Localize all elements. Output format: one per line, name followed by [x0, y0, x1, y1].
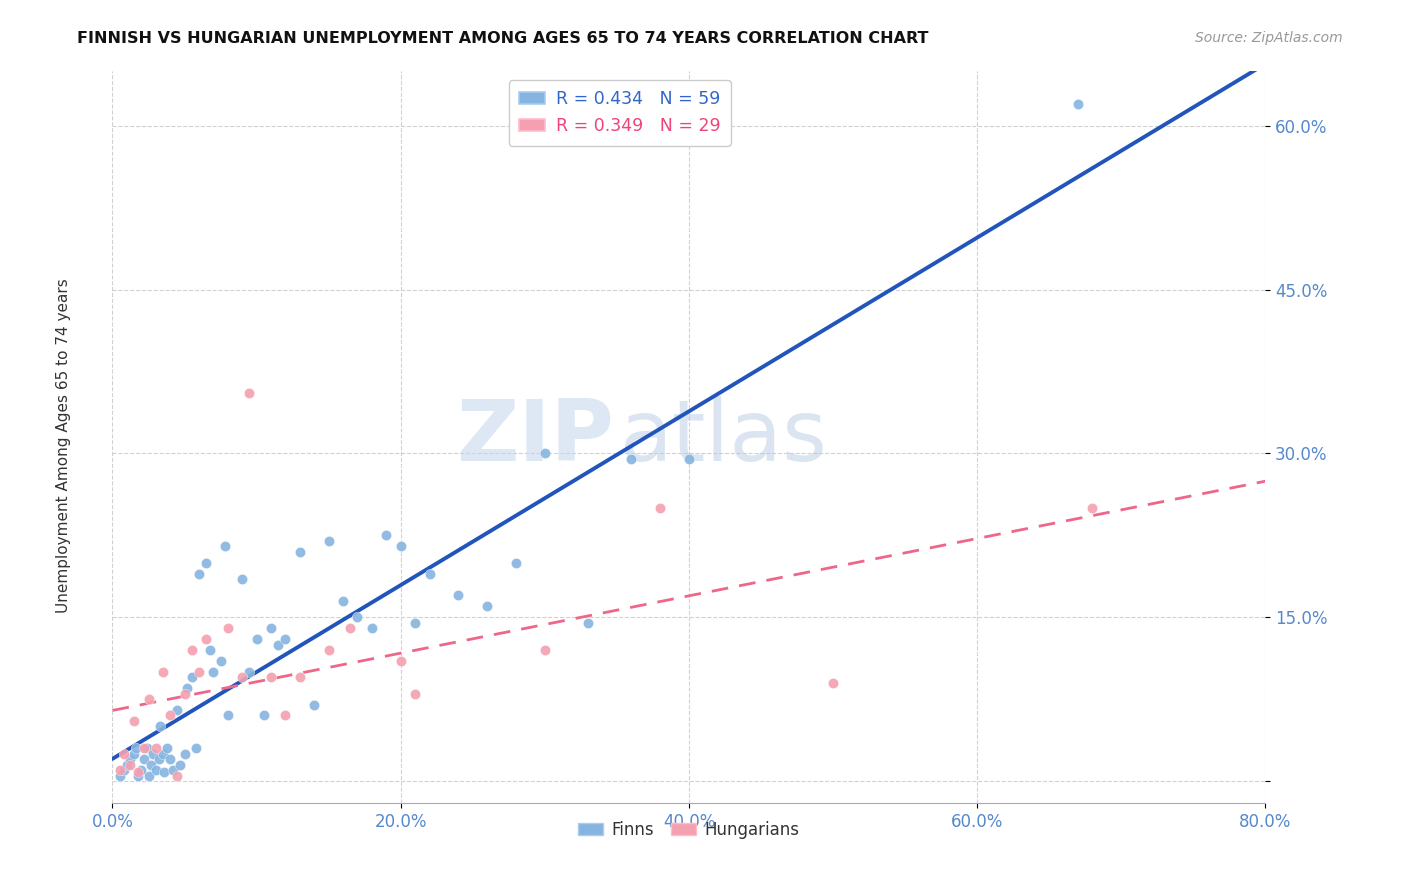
- Point: [576, 615, 599, 630]
- Point: [115, 757, 138, 772]
- Point: [159, 752, 181, 766]
- Point: [188, 665, 211, 679]
- Point: [173, 747, 195, 761]
- Point: [821, 675, 844, 690]
- Point: [346, 610, 368, 624]
- Text: ZIP: ZIP: [457, 395, 614, 479]
- Point: [231, 572, 253, 586]
- Point: [238, 665, 260, 679]
- Point: [136, 741, 159, 756]
- Point: [112, 747, 135, 761]
- Point: [209, 654, 232, 668]
- Point: [332, 594, 354, 608]
- Point: [153, 765, 176, 780]
- Point: [122, 747, 145, 761]
- Point: [127, 768, 149, 782]
- Point: [108, 768, 131, 782]
- Point: [138, 692, 160, 706]
- Point: [176, 681, 198, 695]
- Text: Source: ZipAtlas.com: Source: ZipAtlas.com: [1195, 31, 1343, 45]
- Point: [202, 665, 225, 679]
- Point: [118, 757, 141, 772]
- Point: [180, 670, 202, 684]
- Point: [534, 643, 557, 657]
- Point: [447, 588, 470, 602]
- Point: [134, 741, 156, 756]
- Point: [166, 768, 188, 782]
- Point: [238, 386, 260, 401]
- Point: [288, 670, 311, 684]
- Point: [141, 757, 163, 772]
- Point: [122, 714, 145, 728]
- Point: [217, 621, 239, 635]
- Point: [304, 698, 326, 712]
- Point: [231, 670, 253, 684]
- Point: [156, 741, 179, 756]
- Point: [678, 451, 700, 466]
- Point: [129, 763, 153, 777]
- Point: [145, 741, 167, 756]
- Point: [360, 621, 382, 635]
- Point: [288, 545, 311, 559]
- Point: [318, 533, 340, 548]
- Point: [339, 621, 361, 635]
- Point: [195, 632, 218, 646]
- Point: [162, 763, 184, 777]
- Point: [260, 670, 283, 684]
- Point: [217, 708, 239, 723]
- Point: [1081, 501, 1104, 516]
- Point: [404, 615, 426, 630]
- Point: [375, 528, 398, 542]
- Point: [152, 747, 174, 761]
- Point: [134, 752, 156, 766]
- Point: [318, 643, 340, 657]
- Point: [620, 451, 643, 466]
- Text: FINNISH VS HUNGARIAN UNEMPLOYMENT AMONG AGES 65 TO 74 YEARS CORRELATION CHART: FINNISH VS HUNGARIAN UNEMPLOYMENT AMONG …: [77, 31, 929, 46]
- Point: [142, 747, 165, 761]
- Point: [195, 556, 218, 570]
- Point: [145, 763, 167, 777]
- Point: [389, 654, 412, 668]
- Text: atlas: atlas: [620, 395, 828, 479]
- Point: [169, 757, 191, 772]
- Point: [1067, 97, 1090, 112]
- Point: [419, 566, 441, 581]
- Point: [267, 638, 290, 652]
- Text: Unemployment Among Ages 65 to 74 years: Unemployment Among Ages 65 to 74 years: [56, 278, 70, 614]
- Point: [246, 632, 269, 646]
- Point: [260, 621, 283, 635]
- Point: [108, 763, 131, 777]
- Point: [173, 687, 195, 701]
- Point: [152, 665, 174, 679]
- Point: [149, 719, 172, 733]
- Point: [184, 741, 207, 756]
- Point: [200, 643, 222, 657]
- Point: [253, 708, 276, 723]
- Point: [127, 765, 149, 780]
- Point: [124, 741, 146, 756]
- Point: [389, 539, 412, 553]
- Point: [274, 632, 297, 646]
- Point: [180, 643, 202, 657]
- Point: [159, 708, 181, 723]
- Point: [166, 703, 188, 717]
- Legend: Finns, Hungarians: Finns, Hungarians: [572, 814, 806, 846]
- Point: [274, 708, 297, 723]
- Point: [475, 599, 499, 614]
- Point: [188, 566, 211, 581]
- Point: [404, 687, 426, 701]
- Point: [138, 768, 160, 782]
- Point: [505, 556, 527, 570]
- Point: [214, 539, 236, 553]
- Point: [118, 752, 141, 766]
- Point: [112, 763, 135, 777]
- Point: [534, 446, 557, 460]
- Point: [650, 501, 672, 516]
- Point: [148, 752, 170, 766]
